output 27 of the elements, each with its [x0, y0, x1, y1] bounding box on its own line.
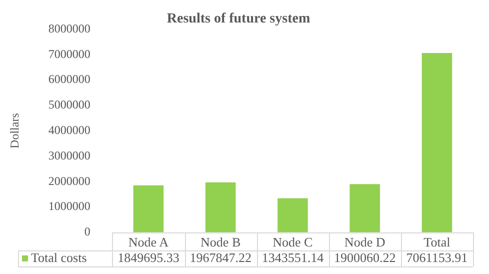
x-tick-label: Node A — [128, 234, 170, 250]
data-label: 1849695.33 — [118, 250, 180, 265]
y-tick-label: 7000000 — [48, 46, 90, 61]
y-tick-label: 8000000 — [48, 21, 90, 36]
bar — [133, 185, 164, 232]
legend-label: Total costs — [31, 250, 87, 265]
data-label: 7061153.91 — [406, 250, 468, 265]
y-tick-label: 0 — [84, 224, 90, 239]
x-tick-label: Total — [424, 234, 451, 250]
y-axis-title: Dollars — [7, 112, 22, 148]
bar — [205, 182, 236, 232]
y-tick-label: 4000000 — [48, 122, 90, 137]
y-tick-label: 5000000 — [48, 98, 90, 112]
y-tick-label: 2000000 — [48, 174, 90, 188]
chart-title: Results of future system — [166, 11, 310, 26]
x-tick-label: Node C — [272, 234, 313, 250]
data-label: 1967847.22 — [190, 250, 252, 265]
data-label: 1900060.22 — [334, 250, 396, 265]
bar — [422, 53, 452, 232]
data-label: 1343551.14 — [262, 250, 324, 265]
y-tick-label: 6000000 — [48, 72, 90, 86]
y-tick-label: 3000000 — [48, 148, 90, 162]
x-tick-label: Node B — [200, 234, 241, 250]
bar — [350, 184, 380, 232]
bar — [278, 198, 308, 232]
x-tick-label: Node D — [344, 234, 386, 250]
y-tick-label: 1000000 — [48, 199, 90, 214]
